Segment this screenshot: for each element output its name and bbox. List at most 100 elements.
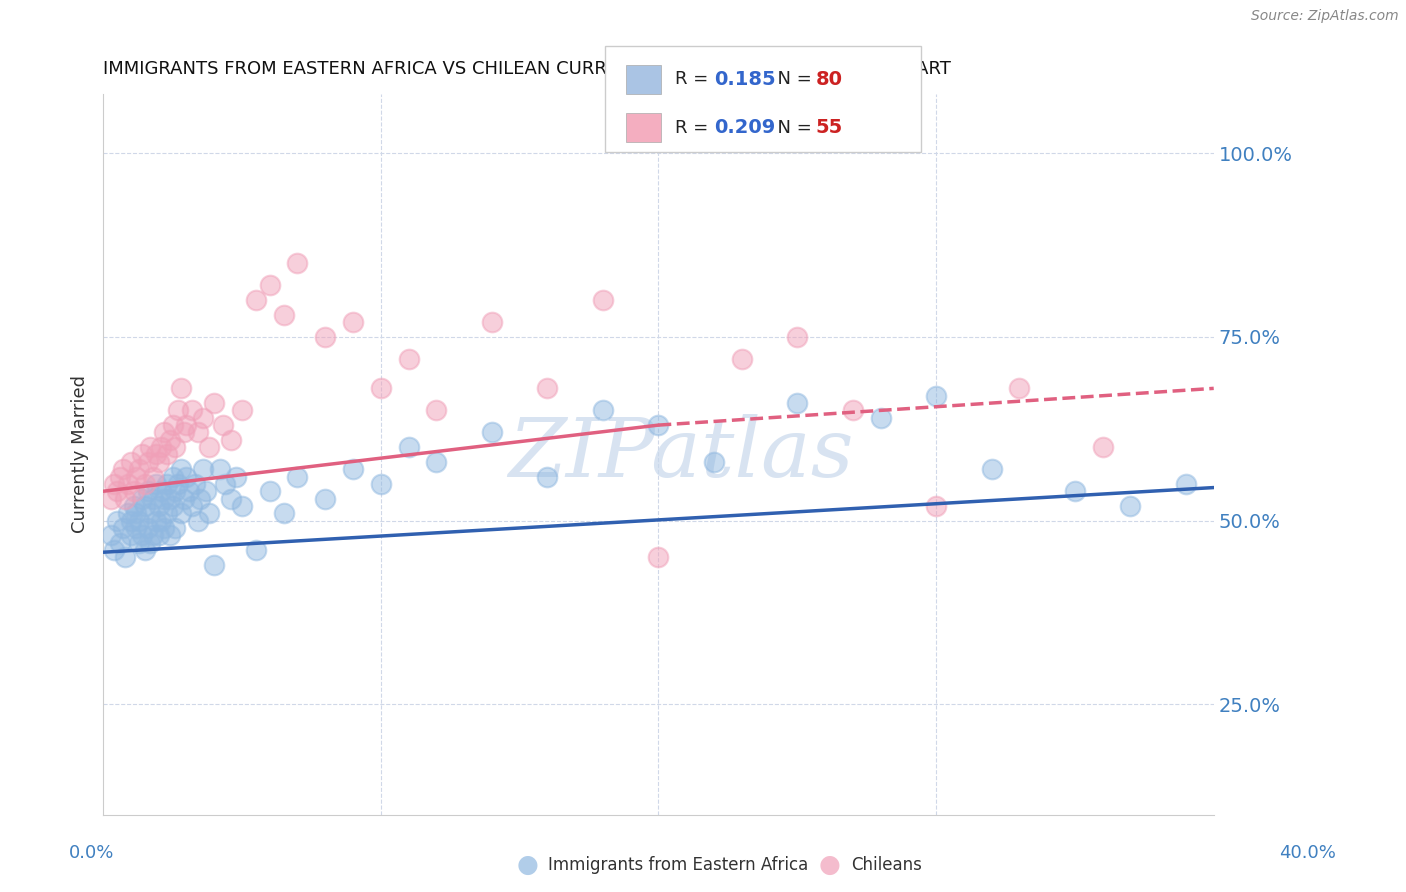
Point bbox=[136, 484, 159, 499]
Point bbox=[170, 462, 193, 476]
Point bbox=[150, 440, 173, 454]
Point bbox=[153, 491, 176, 506]
Text: Chileans: Chileans bbox=[851, 856, 921, 874]
Point bbox=[139, 440, 162, 454]
Point bbox=[145, 476, 167, 491]
Point bbox=[197, 506, 219, 520]
Point bbox=[156, 506, 179, 520]
Point bbox=[170, 381, 193, 395]
Point bbox=[142, 491, 165, 506]
Text: Source: ZipAtlas.com: Source: ZipAtlas.com bbox=[1251, 9, 1399, 23]
Point bbox=[925, 499, 948, 513]
Point bbox=[162, 418, 184, 433]
Point bbox=[114, 491, 136, 506]
Text: 0.185: 0.185 bbox=[714, 70, 776, 89]
Point bbox=[100, 528, 122, 542]
Point bbox=[117, 476, 139, 491]
Point bbox=[167, 476, 190, 491]
Point bbox=[165, 484, 187, 499]
Point bbox=[786, 396, 808, 410]
Point bbox=[148, 499, 170, 513]
Point bbox=[219, 491, 242, 506]
Point bbox=[136, 455, 159, 469]
Point bbox=[120, 528, 142, 542]
Point bbox=[103, 476, 125, 491]
Point bbox=[287, 469, 309, 483]
Point bbox=[219, 433, 242, 447]
Point bbox=[398, 351, 420, 366]
Point bbox=[134, 543, 156, 558]
Point bbox=[117, 506, 139, 520]
Point bbox=[370, 381, 392, 395]
Point bbox=[105, 514, 128, 528]
Point bbox=[273, 308, 295, 322]
Point bbox=[731, 351, 754, 366]
Point bbox=[142, 528, 165, 542]
Text: 55: 55 bbox=[815, 118, 842, 137]
Text: 0.209: 0.209 bbox=[714, 118, 776, 137]
Point bbox=[342, 315, 364, 329]
Text: R =: R = bbox=[675, 119, 714, 136]
Point bbox=[202, 558, 225, 572]
Point bbox=[131, 528, 153, 542]
Point bbox=[980, 462, 1002, 476]
Text: 40.0%: 40.0% bbox=[1279, 844, 1336, 862]
Point bbox=[342, 462, 364, 476]
Point bbox=[481, 425, 503, 440]
Point bbox=[156, 476, 179, 491]
Point bbox=[114, 550, 136, 565]
Point bbox=[181, 403, 204, 417]
Point bbox=[153, 425, 176, 440]
Point bbox=[194, 484, 217, 499]
Point bbox=[103, 543, 125, 558]
Point bbox=[186, 514, 208, 528]
Text: Immigrants from Eastern Africa: Immigrants from Eastern Africa bbox=[548, 856, 808, 874]
Point bbox=[225, 469, 247, 483]
Point bbox=[156, 448, 179, 462]
Point bbox=[111, 521, 134, 535]
Y-axis label: Currently Married: Currently Married bbox=[72, 376, 89, 533]
Point bbox=[1174, 476, 1197, 491]
Point bbox=[159, 433, 181, 447]
Point bbox=[245, 543, 267, 558]
Point bbox=[120, 514, 142, 528]
Point bbox=[214, 476, 236, 491]
Text: 80: 80 bbox=[815, 70, 842, 89]
Point bbox=[481, 315, 503, 329]
Point bbox=[1008, 381, 1031, 395]
Point bbox=[536, 469, 558, 483]
Point bbox=[208, 462, 231, 476]
Point bbox=[176, 469, 198, 483]
Text: ●: ● bbox=[818, 854, 841, 877]
Point bbox=[128, 514, 150, 528]
Point bbox=[786, 330, 808, 344]
Point bbox=[142, 469, 165, 483]
Point bbox=[159, 528, 181, 542]
Point bbox=[592, 403, 614, 417]
Point bbox=[1064, 484, 1087, 499]
Text: 0.0%: 0.0% bbox=[69, 844, 114, 862]
Point bbox=[259, 484, 281, 499]
Point bbox=[191, 410, 214, 425]
Point bbox=[184, 476, 207, 491]
Point bbox=[136, 521, 159, 535]
Text: N =: N = bbox=[766, 119, 818, 136]
Point bbox=[398, 440, 420, 454]
Point bbox=[134, 499, 156, 513]
Point bbox=[231, 403, 253, 417]
Point bbox=[425, 455, 447, 469]
Point bbox=[314, 491, 336, 506]
Point bbox=[173, 425, 195, 440]
Point bbox=[148, 455, 170, 469]
Point bbox=[122, 484, 145, 499]
Point bbox=[188, 491, 211, 506]
Point bbox=[425, 403, 447, 417]
Point bbox=[105, 484, 128, 499]
Point bbox=[150, 514, 173, 528]
Point bbox=[162, 499, 184, 513]
Point bbox=[139, 535, 162, 549]
Point bbox=[173, 491, 195, 506]
Point bbox=[273, 506, 295, 520]
Point bbox=[370, 476, 392, 491]
Point bbox=[186, 425, 208, 440]
